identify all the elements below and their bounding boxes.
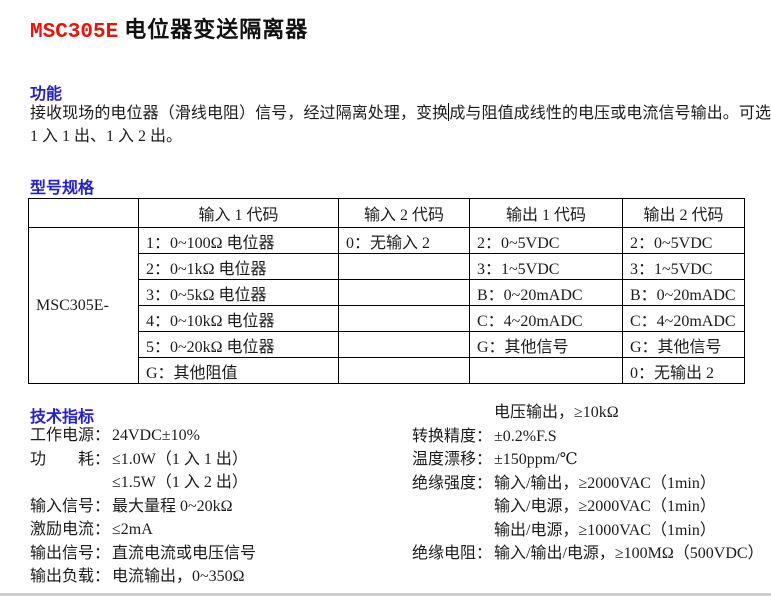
spec-label	[412, 495, 494, 519]
spec-label: 功 耗：	[30, 450, 111, 468]
model-selection-table: 输入 1 代码 输入 2 代码 输出 1 代码 输出 2 代码 MSC305E-…	[28, 198, 745, 384]
spec-label	[30, 471, 112, 495]
spec-label: 转换精度：	[412, 427, 493, 445]
function-text-after-cursor: 成与阻值成线性的电压或电流信号输出。可选 1 入 1 出、1 入 2 出。	[30, 105, 771, 145]
spec-label: 输出信号：	[30, 544, 111, 562]
text-cursor	[448, 103, 450, 121]
spec-line-temperature-drift: 温度漂移： ±150ppm/℃	[412, 448, 764, 472]
table-cell: 0：无输出 2	[622, 357, 745, 384]
table-row: 3：0~5kΩ 电位器 B：0~20mADC B：0~20mADC	[29, 279, 745, 306]
spec-line-power-consumption: 功 耗： ≤1.0W（1 入 1 出）	[30, 448, 256, 472]
model-prefix-cell: MSC305E-	[28, 227, 139, 384]
spec-value: 输入/电源，≥2000VAC（1min）	[494, 498, 716, 515]
spec-label	[412, 401, 494, 425]
table-cell: B：0~20mADC	[469, 279, 623, 306]
table-cell: B：0~20mADC	[622, 279, 745, 306]
function-text-before-cursor: 接收现场的电位器（滑线电阻）信号，经过隔离处理，变换	[30, 105, 449, 122]
spec-value: 最大量程 0~20kΩ	[112, 497, 233, 515]
table-cell: 3：1~5VDC	[469, 253, 623, 280]
model-code: MSC305E	[30, 21, 119, 44]
table-cell	[469, 357, 623, 384]
page-title: MSC305E 电位器变送隔离器	[30, 16, 308, 47]
spec-line-insulation-strength: 绝缘强度： 输入/输出，≥2000VAC（1min）	[412, 472, 764, 496]
spec-label: 绝缘强度：	[412, 474, 493, 492]
spec-value: 输入/输出，≥2000VAC（1min）	[494, 474, 716, 492]
table-cell: C：4~20mADC	[469, 305, 623, 332]
table-row: 5：0~20kΩ 电位器 G：其他信号 G：其他信号	[29, 331, 745, 358]
spec-label	[412, 519, 494, 543]
page-title-text: 电位器变送隔离器	[124, 17, 309, 42]
tech-spec-left-column: 工作电源： 24VDC±10% 功 耗： ≤1.0W（1 入 1 出） ≤1.5…	[30, 424, 256, 589]
spec-value: 电压输出，≥10kΩ	[494, 404, 619, 421]
section-heading-function: 功能	[30, 86, 63, 103]
table-cell	[338, 357, 470, 384]
table-cell	[338, 305, 470, 332]
section-heading-model-spec: 型号规格	[30, 180, 95, 197]
spec-label: 激励电流：	[30, 521, 111, 538]
spec-value: ≤1.0W（1 入 1 出）	[112, 450, 248, 468]
spec-line-insulation-resistance: 绝缘电阻： 输入/输出/电源，≥100MΩ（500VDC）	[412, 542, 764, 566]
table-header-cell-output2: 输出 2 代码	[622, 198, 745, 228]
section-heading-tech-spec: 技术指标	[30, 409, 95, 426]
spec-line-output-load: 输出负载： 电流输出，0~350Ω	[30, 565, 256, 589]
spec-line-power-consumption-2: ≤1.5W（1 入 2 出）	[30, 471, 256, 495]
spec-label: 温度漂移：	[412, 451, 493, 468]
spec-value: 电流输出，0~350Ω	[112, 568, 245, 585]
spec-value: 直流电流或电压信号	[112, 544, 257, 562]
table-cell: G：其他阻值	[138, 357, 339, 384]
table-cell: 1：0~100Ω 电位器	[138, 227, 339, 254]
table-header-row: 输入 1 代码 输入 2 代码 输出 1 代码 输出 2 代码	[28, 198, 745, 228]
table-header-cell-blank	[28, 198, 139, 228]
spec-label: 绝缘电阻：	[412, 545, 493, 562]
table-header-cell-input2: 输入 2 代码	[338, 198, 470, 228]
spec-value: ≤2mA	[112, 521, 153, 538]
table-cell: C：4~20mADC	[622, 305, 745, 332]
spec-line-insulation-strength-3: 输出/电源，≥1000VAC（1min）	[412, 519, 764, 543]
spec-line-output-signal: 输出信号： 直流电流或电压信号	[30, 542, 256, 566]
function-paragraph: 接收现场的电位器（滑线电阻）信号，经过隔离处理，变换成与阻值成线性的电压或电流信…	[30, 102, 771, 148]
table-cell: G：其他信号	[622, 331, 745, 358]
table-cell: 4：0~10kΩ 电位器	[138, 305, 339, 332]
spec-value: ±0.2%F.S	[494, 427, 557, 445]
table-cell	[338, 253, 470, 280]
spec-label: 输出负载：	[30, 568, 111, 585]
table-cell: 2：0~1kΩ 电位器	[138, 253, 339, 280]
spec-line-conversion-accuracy: 转换精度： ±0.2%F.S	[412, 425, 764, 449]
table-row: 4：0~10kΩ 电位器 C：4~20mADC C：4~20mADC	[29, 305, 745, 332]
spec-line-excitation-current: 激励电流： ≤2mA	[30, 518, 256, 542]
spec-line-insulation-strength-2: 输入/电源，≥2000VAC（1min）	[412, 495, 764, 519]
table-cell	[338, 279, 470, 306]
tech-spec-right-column: 电压输出，≥10kΩ 转换精度： ±0.2%F.S 温度漂移： ±150ppm/…	[412, 401, 764, 566]
spec-value: 24VDC±10%	[112, 427, 200, 444]
table-cell: G：其他信号	[469, 331, 623, 358]
table-row: 2：0~1kΩ 电位器 3：1~5VDC 3：1~5VDC	[29, 253, 745, 280]
window-bottom-edge	[0, 593, 771, 596]
spec-value: 输入/输出/电源，≥100MΩ（500VDC）	[494, 545, 764, 562]
spec-line-input-signal: 输入信号： 最大量程 0~20kΩ	[30, 495, 256, 519]
table-cell: 3：1~5VDC	[622, 253, 745, 280]
spec-value: ±150ppm/℃	[494, 451, 578, 468]
table-row: MSC305E- 1：0~100Ω 电位器 0：无输入 2 2：0~5VDC 2…	[28, 227, 745, 384]
table-cell	[338, 331, 470, 358]
table-row: G：其他阻值 0：无输出 2	[29, 357, 745, 384]
table-cell: 2：0~5VDC	[469, 227, 623, 254]
table-header-cell-output1: 输出 1 代码	[469, 198, 623, 228]
table-cell: 5：0~20kΩ 电位器	[138, 331, 339, 358]
spec-value: 输出/电源，≥1000VAC（1min）	[494, 521, 716, 539]
table-cell: 2：0~5VDC	[622, 227, 745, 254]
spec-line-voltage-output-load: 电压输出，≥10kΩ	[412, 401, 764, 425]
table-header-cell-input1: 输入 1 代码	[138, 198, 339, 228]
spec-label: 输入信号：	[30, 497, 111, 515]
spec-value: ≤1.5W（1 入 2 出）	[112, 474, 248, 491]
spec-line-power-supply: 工作电源： 24VDC±10%	[30, 424, 256, 448]
table-cell: 3：0~5kΩ 电位器	[138, 279, 339, 306]
table-cell: 0：无输入 2	[338, 227, 470, 254]
spec-label: 工作电源：	[30, 427, 111, 444]
